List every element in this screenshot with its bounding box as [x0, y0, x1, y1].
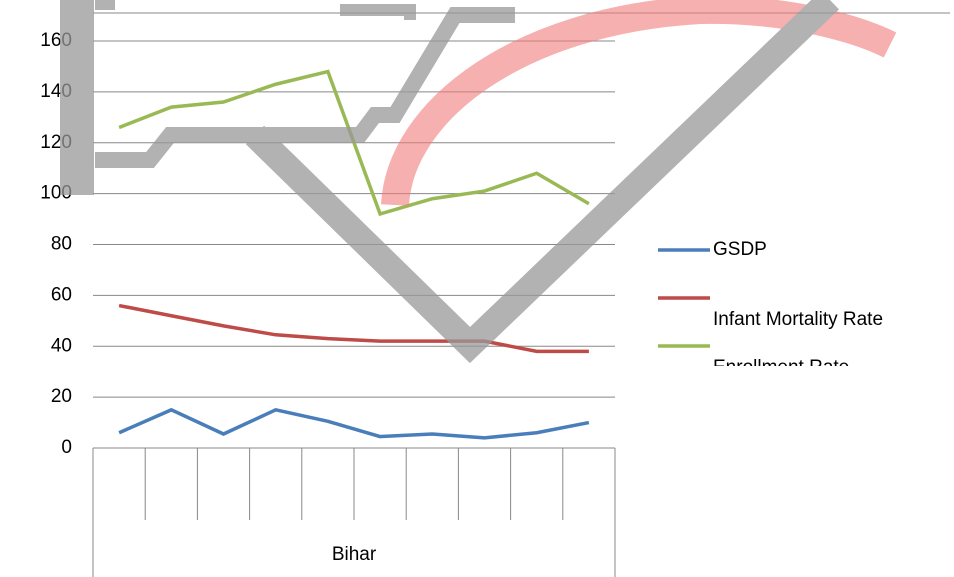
- series-line: [118, 303, 589, 354]
- y-tick-label: 0: [61, 437, 72, 458]
- watermark: [60, 0, 897, 364]
- legend-label: Enrollment Rate: [713, 357, 849, 378]
- legend: GSDP Infant Mortality Rate Enrollment Rate: [658, 239, 883, 378]
- y-tick-label: 40: [51, 335, 72, 356]
- series-line: [118, 407, 590, 440]
- y-tick-label: 60: [51, 284, 72, 305]
- legend-label: GSDP: [713, 239, 767, 260]
- legend-label: Infant Mortality Rate: [713, 309, 883, 330]
- y-tick-label: 80: [51, 234, 72, 255]
- y-tick-label: 20: [51, 386, 72, 407]
- x-group-label: Bihar: [332, 544, 377, 565]
